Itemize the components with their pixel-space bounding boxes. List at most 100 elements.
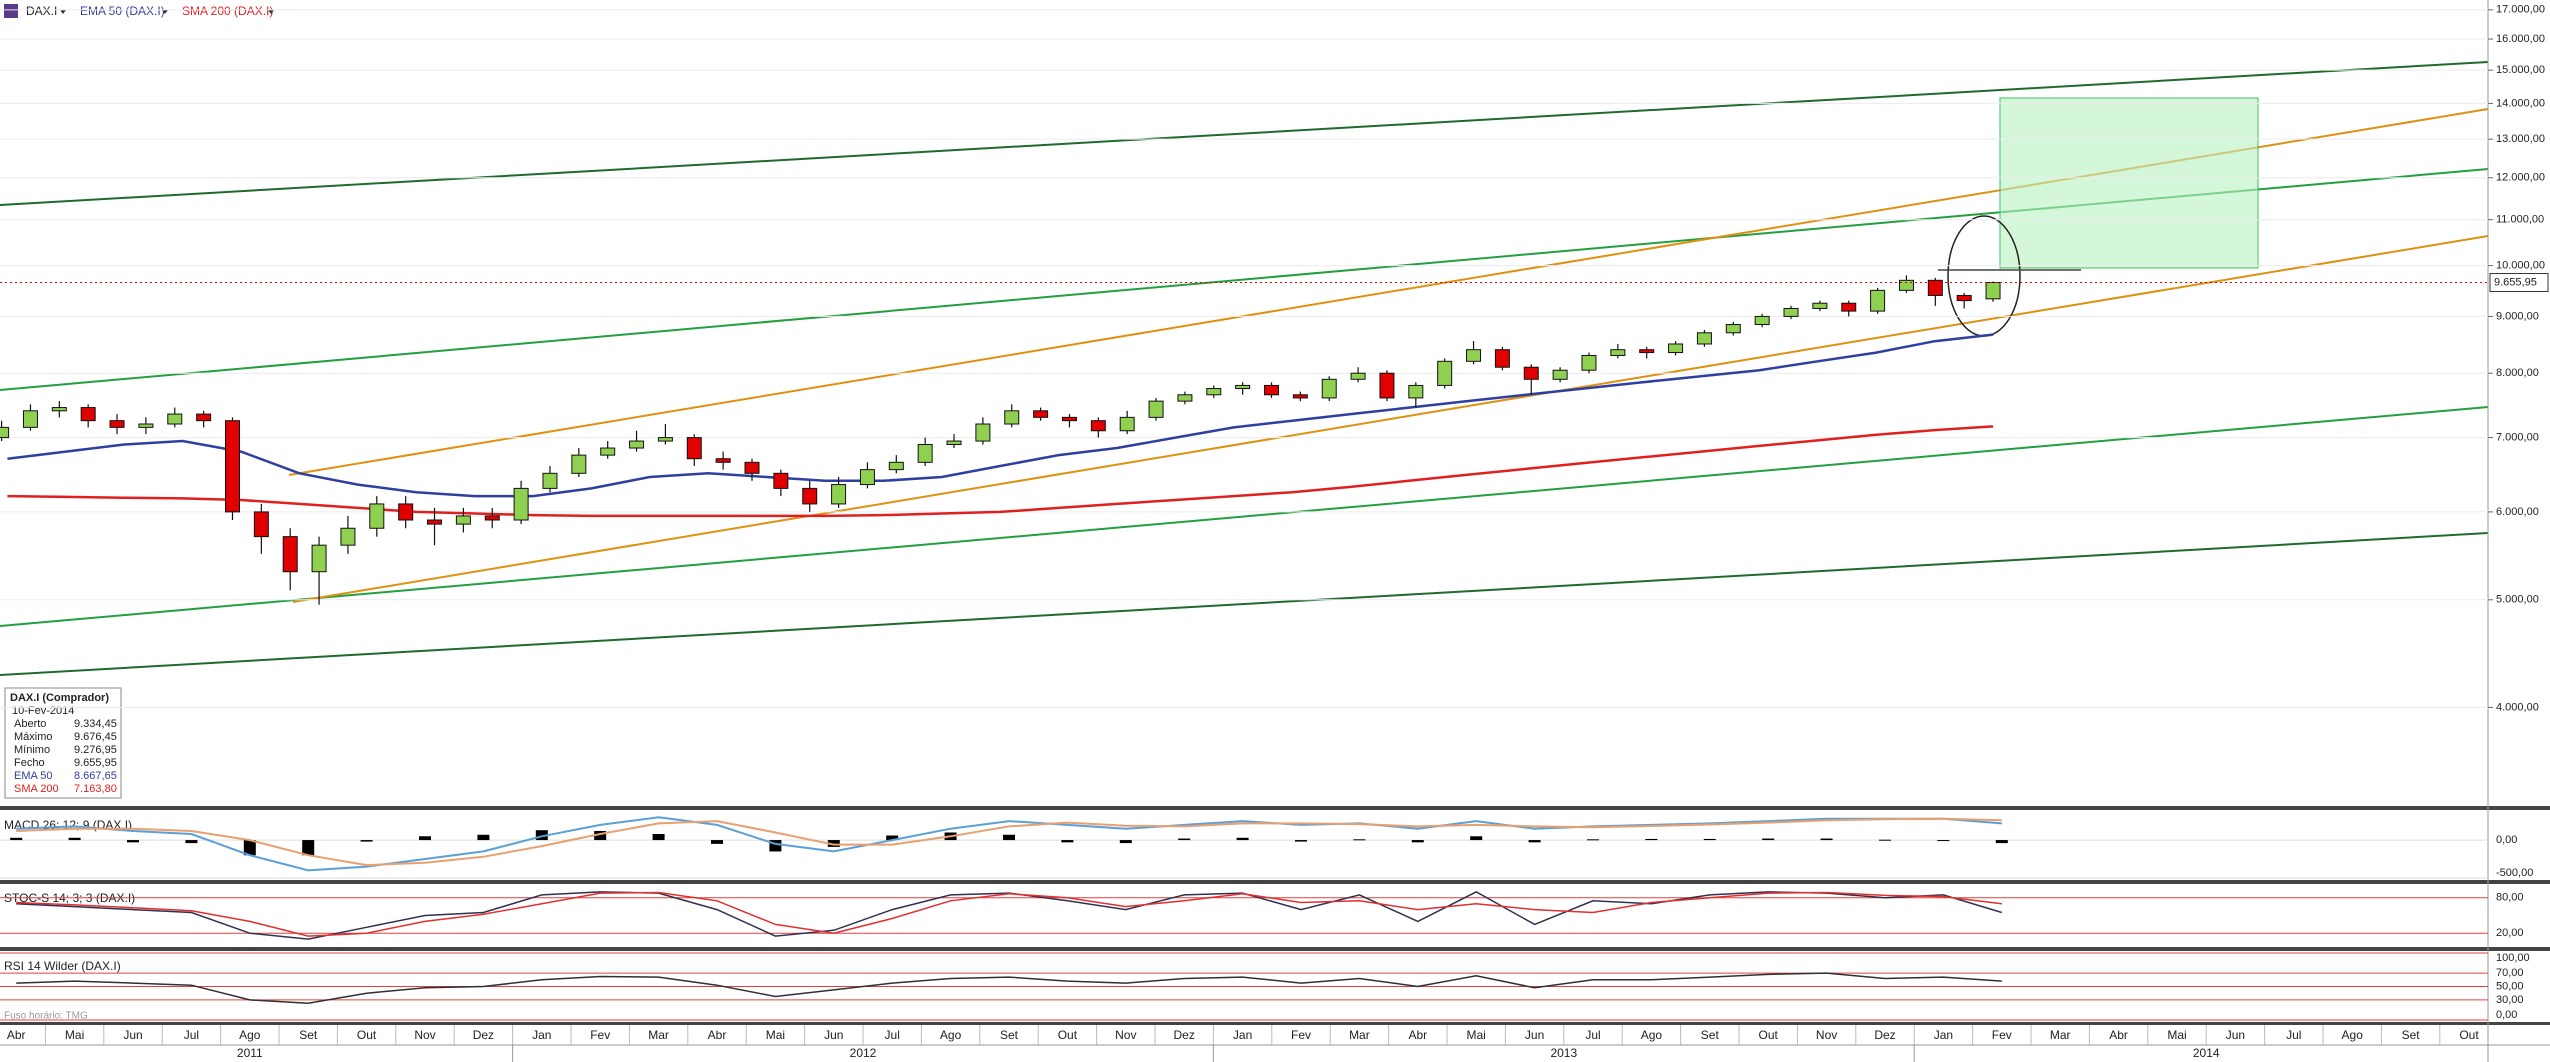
candle-body — [1841, 302, 1857, 312]
candle-body — [1610, 349, 1626, 356]
info-box-frame — [4, 687, 122, 799]
histogram-bar — [711, 840, 723, 844]
candle-body — [196, 413, 212, 422]
y-tick-label: 50,00 — [2496, 980, 2524, 992]
y-tick-label: 6.000,00 — [2496, 506, 2539, 518]
dropdown-arrow[interactable] — [268, 10, 274, 14]
x-tick-label: Mai — [766, 1028, 785, 1042]
candle-body — [1061, 416, 1077, 422]
candle-body — [686, 437, 702, 460]
histogram-bar — [68, 837, 81, 841]
panel-title: RSI 14 Wilder (DAX.I) — [4, 959, 121, 973]
timezone: Fuso horário: TMG — [4, 1011, 88, 1022]
symbol-icon — [4, 4, 18, 18]
y-tick-label: 100,00 — [2496, 952, 2530, 964]
candle-body — [1264, 384, 1280, 396]
y-tick-label: 14.000,00 — [2496, 97, 2545, 109]
y-tick-label: 16.000,00 — [2496, 33, 2545, 45]
histogram-bar — [1937, 840, 1950, 842]
overlay-line — [7, 425, 1994, 518]
x-tick-label: Nov — [414, 1028, 435, 1042]
y-tick-label: 5.000,00 — [2496, 594, 2539, 606]
x-tick-label: Mar — [2050, 1028, 2071, 1042]
histogram-bar — [827, 840, 840, 847]
info-label: Mínimo — [14, 744, 50, 756]
year-label: 2012 — [850, 1046, 877, 1060]
price-tag-label: 9.655,95 — [2494, 276, 2537, 288]
x-tick-label: Jan — [532, 1028, 551, 1042]
x-tick-label: Jul — [2286, 1028, 2301, 1042]
candle-body — [398, 503, 414, 521]
y-tick-label: 4.000,00 — [2496, 701, 2539, 713]
x-tick-label: Jun — [123, 1028, 142, 1042]
dropdown-arrow[interactable] — [162, 10, 168, 14]
histogram-bar — [1820, 838, 1833, 841]
candle-body — [455, 515, 471, 525]
candle-body — [253, 511, 269, 538]
y-tick-label: 8.000,00 — [2496, 367, 2539, 379]
candle-body — [1552, 369, 1568, 380]
x-tick-label: Jan — [1934, 1028, 1953, 1042]
candle-body — [1696, 332, 1712, 345]
panel-separator — [0, 806, 2550, 810]
histogram-bar — [1119, 840, 1132, 844]
x-tick-label: Jan — [1233, 1028, 1252, 1042]
candle-body — [224, 420, 240, 513]
candle-body — [1927, 279, 1943, 296]
candle-body — [802, 487, 818, 505]
x-tick-label: Mar — [1349, 1028, 1370, 1042]
x-tick-label: Dez — [1874, 1028, 1895, 1042]
candle-body — [1956, 294, 1972, 302]
y-tick-label: 7.000,00 — [2496, 431, 2539, 443]
histogram-bar — [1353, 839, 1366, 841]
histogram-bar — [1411, 840, 1424, 843]
info-title: DAX.I (Comprador) — [10, 692, 109, 704]
dropdown-arrow[interactable] — [60, 10, 66, 14]
y-tick-label: 13.000,00 — [2496, 133, 2545, 145]
candle-body — [715, 458, 731, 463]
candle-body — [657, 437, 673, 442]
panel-separator — [0, 947, 2550, 951]
candle-body — [282, 536, 298, 573]
histogram-bar — [360, 840, 373, 842]
x-tick-label: Dez — [473, 1028, 494, 1042]
y-tick-label: -500,00 — [2496, 867, 2533, 879]
candle-body — [542, 472, 558, 489]
histogram-bar — [477, 834, 490, 841]
candle-body — [831, 484, 847, 505]
candle-body — [427, 519, 443, 525]
legend-ema[interactable]: EMA 50 (DAX.I) — [80, 4, 165, 18]
candle-body — [1437, 360, 1453, 386]
info-label: SMA 200 — [14, 783, 59, 795]
candle-body — [0, 426, 10, 439]
histogram-bar — [1295, 840, 1307, 842]
rsi-line — [16, 972, 2002, 1005]
histogram-bar — [1995, 840, 2008, 844]
x-tick-label: Fev — [1992, 1028, 2012, 1042]
histogram-bar — [594, 830, 607, 841]
histogram-bar — [1703, 838, 1716, 841]
candle-body — [1494, 349, 1510, 368]
histogram-bar — [769, 840, 782, 852]
histogram-bar — [127, 840, 139, 843]
histogram-bar — [652, 834, 665, 841]
candle-body — [859, 469, 875, 486]
candle-body — [773, 472, 789, 489]
candle-body — [1177, 394, 1193, 402]
signal-line — [16, 817, 2002, 867]
candle-body — [1725, 324, 1741, 334]
y-tick-label: 20,00 — [2496, 927, 2524, 939]
histogram-bar — [886, 835, 899, 841]
histogram-bar — [1879, 839, 1891, 841]
candle-body — [1148, 400, 1164, 418]
x-tick-label: Nov — [1115, 1028, 1136, 1042]
stoch-d-line — [16, 891, 2002, 937]
symbol[interactable]: DAX.I — [26, 4, 57, 18]
candle-body — [1812, 302, 1828, 309]
candle-body — [1985, 282, 2001, 300]
histogram-bar — [1470, 836, 1483, 841]
x-tick-label: Out — [2459, 1028, 2479, 1042]
candle-body — [1523, 366, 1539, 380]
legend-sma[interactable]: SMA 200 (DAX.I) — [182, 4, 273, 18]
info-label: Aberto — [14, 718, 46, 730]
